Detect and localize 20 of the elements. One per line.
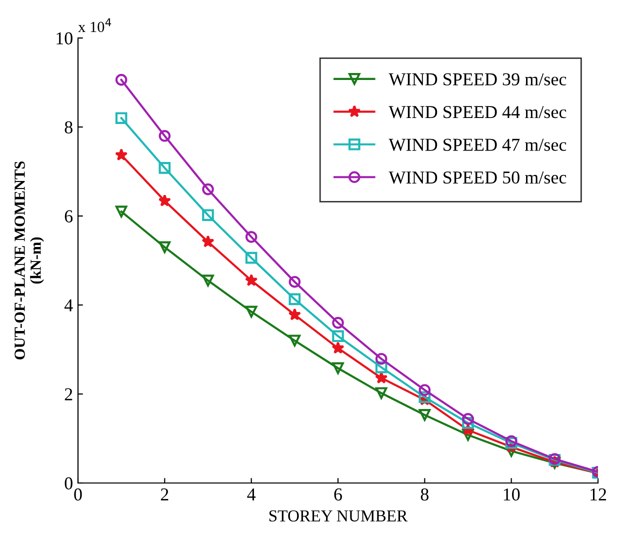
legend-label: WIND SPEED 50 m/sec — [388, 171, 566, 184]
x-tick-label: 2 — [160, 488, 168, 500]
y-tick-label: 8 — [64, 121, 72, 134]
text: x 10$^{4}$ — [78, 18, 112, 32]
x-axis-title: STOREY NUMBER — [269, 510, 408, 522]
y-tick-label: 10 — [56, 32, 72, 44]
x-tick-label: 12 — [590, 488, 606, 500]
y-tick-label: 0 — [64, 477, 72, 490]
y-axis-title: OUT-OF-PLANE MOMENTS (kN-m) — [14, 161, 44, 360]
legend-label: WIND SPEED 39 m/sec — [388, 73, 566, 86]
y-tick-label: 2 — [64, 388, 72, 400]
x-tick-label: 8 — [420, 488, 428, 501]
x-tick-label: 4 — [247, 488, 256, 500]
legend-label: WIND SPEED 47 m/sec — [388, 138, 566, 151]
legend-label: WIND SPEED 44 m/sec — [388, 106, 566, 118]
y-tick-label: 6 — [64, 210, 73, 222]
x-tick-label: 0 — [74, 488, 82, 501]
y-tick-label: 4 — [64, 299, 73, 312]
x-tick-label: 6 — [334, 488, 342, 501]
x-tick-label: 10 — [504, 488, 520, 501]
